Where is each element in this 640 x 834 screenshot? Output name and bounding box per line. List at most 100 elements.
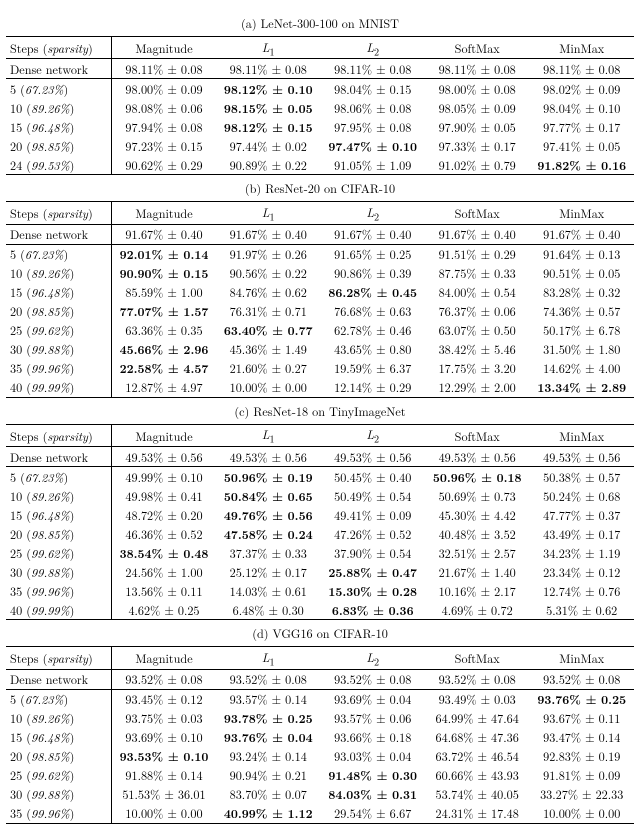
cell-value: 23.34% ± 0.12 xyxy=(529,562,634,581)
cell-value: 49.99% ± 0.10 xyxy=(112,467,216,487)
col-header-steps: Steps (sparsity) xyxy=(6,424,112,446)
col-header: SoftMax xyxy=(425,424,529,446)
cell-value: 50.96% ± 0.19 xyxy=(216,467,320,487)
cell-value: 98.11% ± 0.08 xyxy=(112,59,216,79)
cell-value: 64.99% ± 47.64 xyxy=(425,709,529,728)
row-step: 20 (98.85%) xyxy=(6,302,112,321)
cell-value: 50.38% ± 0.57 xyxy=(529,467,634,487)
cell-value: 97.44% ± 0.02 xyxy=(216,136,320,155)
cell-value: 93.69% ± 0.10 xyxy=(112,728,216,747)
cell-value: 6.83% ± 0.36 xyxy=(320,600,424,620)
cell-value: 60.66% ± 43.93 xyxy=(425,766,529,785)
cell-value: 24.56% ± 1.00 xyxy=(112,562,216,581)
row-step: 20 (98.85%) xyxy=(6,524,112,543)
cell-value: 91.67% ± 0.40 xyxy=(425,224,529,244)
cell-value: 43.65% ± 0.80 xyxy=(320,340,424,359)
cell-value: 90.51% ± 0.05 xyxy=(529,264,634,283)
cell-value: 97.77% ± 0.17 xyxy=(529,117,634,136)
cell-value: 49.53% ± 0.56 xyxy=(216,447,320,467)
cell-value: 91.88% ± 0.14 xyxy=(112,766,216,785)
row-step: 5 (67.23%) xyxy=(6,79,112,99)
table-caption: (d) VGG16 on CIFAR-10 xyxy=(6,624,634,642)
cell-value: 83.70% ± 0.07 xyxy=(216,785,320,804)
cell-value: 6.48% ± 0.30 xyxy=(216,600,320,620)
cell-value: 45.36% ± 1.49 xyxy=(216,340,320,359)
cell-value: 93.49% ± 0.03 xyxy=(425,689,529,709)
cell-value: 63.40% ± 0.77 xyxy=(216,321,320,340)
row-step: 5 (67.23%) xyxy=(6,689,112,709)
cell-value: 91.02% ± 0.79 xyxy=(425,155,529,175)
cell-value: 93.53% ± 0.10 xyxy=(112,747,216,766)
dense-label: Dense network xyxy=(6,447,112,467)
cell-value: 91.05% ± 1.09 xyxy=(320,155,424,175)
row-step: 15 (96.48%) xyxy=(6,728,112,747)
cell-value: 14.03% ± 0.61 xyxy=(216,581,320,600)
cell-value: 84.03% ± 0.31 xyxy=(320,785,424,804)
cell-value: 50.84% ± 0.65 xyxy=(216,486,320,505)
col-header-steps: Steps (sparsity) xyxy=(6,37,112,59)
results-table: Steps (sparsity)MagnitudeL1L2SoftMaxMinM… xyxy=(6,36,634,175)
cell-value: 93.03% ± 0.04 xyxy=(320,747,424,766)
col-header: L2 xyxy=(320,202,424,224)
cell-value: 10.00% ± 0.00 xyxy=(112,804,216,824)
cell-value: 93.52% ± 0.08 xyxy=(425,669,529,689)
cell-value: 53.74% ± 40.05 xyxy=(425,785,529,804)
col-header: L1 xyxy=(216,202,320,224)
cell-value: 31.50% ± 1.80 xyxy=(529,340,634,359)
cell-value: 93.47% ± 0.14 xyxy=(529,728,634,747)
cell-value: 51.53% ± 36.01 xyxy=(112,785,216,804)
cell-value: 76.37% ± 0.06 xyxy=(425,302,529,321)
cell-value: 91.67% ± 0.40 xyxy=(529,224,634,244)
row-step: 5 (67.23%) xyxy=(6,467,112,487)
cell-value: 91.82% ± 0.16 xyxy=(529,155,634,175)
table-caption: (b) ResNet-20 on CIFAR-10 xyxy=(6,179,634,197)
row-step: 15 (96.48%) xyxy=(6,283,112,302)
cell-value: 13.56% ± 0.11 xyxy=(112,581,216,600)
cell-value: 97.95% ± 0.08 xyxy=(320,117,424,136)
col-header: Magnitude xyxy=(112,37,216,59)
col-header: MinMax xyxy=(529,647,634,669)
cell-value: 12.14% ± 0.29 xyxy=(320,378,424,398)
cell-value: 21.67% ± 1.40 xyxy=(425,562,529,581)
cell-value: 93.57% ± 0.06 xyxy=(320,709,424,728)
cell-value: 25.88% ± 0.47 xyxy=(320,562,424,581)
cell-value: 97.23% ± 0.15 xyxy=(112,136,216,155)
cell-value: 90.94% ± 0.21 xyxy=(216,766,320,785)
cell-value: 93.69% ± 0.04 xyxy=(320,689,424,709)
results-table: Steps (sparsity)MagnitudeL1L2SoftMaxMinM… xyxy=(6,646,634,823)
cell-value: 63.72% ± 46.54 xyxy=(425,747,529,766)
results-table: Steps (sparsity)MagnitudeL1L2SoftMaxMinM… xyxy=(6,201,634,397)
cell-value: 33.27% ± 22.33 xyxy=(529,785,634,804)
cell-value: 38.54% ± 0.48 xyxy=(112,543,216,562)
cell-value: 15.30% ± 0.28 xyxy=(320,581,424,600)
row-step: 10 (89.26%) xyxy=(6,709,112,728)
table-caption: (a) LeNet-300-100 on MNIST xyxy=(6,14,634,32)
col-header-steps: Steps (sparsity) xyxy=(6,647,112,669)
row-step: 30 (99.88%) xyxy=(6,340,112,359)
cell-value: 93.52% ± 0.08 xyxy=(320,669,424,689)
cell-value: 98.04% ± 0.15 xyxy=(320,79,424,99)
cell-value: 19.59% ± 6.37 xyxy=(320,359,424,378)
row-step: 20 (98.85%) xyxy=(6,747,112,766)
cell-value: 93.52% ± 0.08 xyxy=(529,669,634,689)
cell-value: 63.07% ± 0.50 xyxy=(425,321,529,340)
cell-value: 98.11% ± 0.08 xyxy=(425,59,529,79)
cell-value: 49.76% ± 0.56 xyxy=(216,505,320,524)
cell-value: 91.64% ± 0.13 xyxy=(529,244,634,264)
row-step: 40 (99.99%) xyxy=(6,600,112,620)
cell-value: 10.16% ± 2.17 xyxy=(425,581,529,600)
cell-value: 98.02% ± 0.09 xyxy=(529,79,634,99)
cell-value: 50.49% ± 0.54 xyxy=(320,486,424,505)
results-table: Steps (sparsity)MagnitudeL1L2SoftMaxMinM… xyxy=(6,424,634,620)
col-header: Magnitude xyxy=(112,424,216,446)
cell-value: 98.12% ± 0.15 xyxy=(216,117,320,136)
cell-value: 13.34% ± 2.89 xyxy=(529,378,634,398)
cell-value: 97.41% ± 0.05 xyxy=(529,136,634,155)
row-step: 10 (89.26%) xyxy=(6,264,112,283)
cell-value: 45.30% ± 4.42 xyxy=(425,505,529,524)
cell-value: 38.42% ± 5.46 xyxy=(425,340,529,359)
cell-value: 93.52% ± 0.08 xyxy=(112,669,216,689)
dense-label: Dense network xyxy=(6,669,112,689)
cell-value: 32.51% ± 2.57 xyxy=(425,543,529,562)
cell-value: 77.07% ± 1.57 xyxy=(112,302,216,321)
